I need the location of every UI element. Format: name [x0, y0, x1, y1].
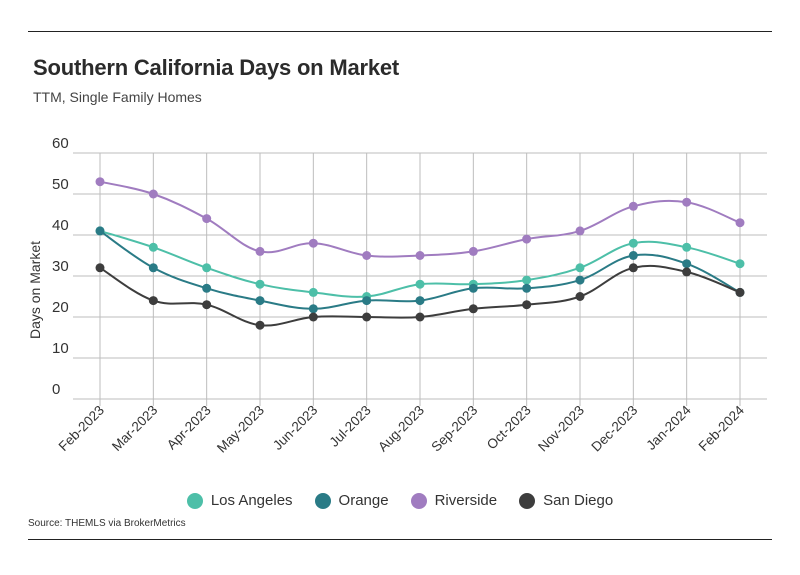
x-tick-label: Feb-2024	[696, 402, 748, 454]
data-point-san-diego	[362, 312, 372, 322]
data-point-san-diego	[522, 300, 532, 310]
x-tick-label: Feb-2023	[56, 403, 107, 454]
data-point-san-diego	[255, 320, 265, 330]
data-point-los-angeles	[308, 287, 318, 297]
data-point-san-diego	[575, 292, 585, 301]
data-point-riverside	[575, 226, 585, 236]
data-point-los-angeles	[628, 238, 638, 248]
y-tick-label: 30	[52, 258, 69, 275]
legend-label: Los Angeles	[210, 492, 293, 509]
source-note: Source: THEMLS via BrokerMetrics	[28, 518, 186, 529]
data-point-san-diego	[468, 304, 478, 314]
data-point-los-angeles	[255, 279, 265, 289]
data-point-riverside	[628, 201, 638, 211]
data-point-riverside	[468, 246, 478, 256]
data-point-los-angeles	[575, 263, 585, 273]
x-tick-label: Dec-2023	[588, 403, 640, 455]
legend-swatch	[186, 492, 203, 509]
y-tick-label: 40	[52, 217, 69, 234]
chart-title: Southern California Days on Market	[33, 55, 400, 80]
data-point-riverside	[148, 189, 158, 199]
x-tick-label: Jan-2024	[643, 402, 694, 453]
legend-label: Orange	[338, 492, 389, 509]
x-tick-label: May-2023	[214, 403, 267, 456]
x-tick-label: Oct-2023	[484, 403, 534, 453]
data-point-orange	[362, 296, 372, 306]
data-point-san-diego	[308, 312, 318, 322]
line-chart: 0 10 20 30 40 50 60 Feb-2023 Mar-2023 Apr-2023 May…	[27, 135, 767, 456]
x-tick-label: Aug-2023	[375, 403, 427, 455]
data-point-riverside	[95, 177, 105, 187]
data-point-san-diego	[735, 287, 745, 297]
data-point-orange	[575, 275, 585, 285]
data-point-orange	[255, 296, 265, 306]
data-point-los-angeles	[682, 242, 692, 252]
data-point-san-diego	[682, 267, 692, 277]
data-point-riverside	[522, 234, 532, 244]
legend-item: Los Angeles	[186, 492, 293, 509]
data-point-san-diego	[415, 312, 425, 322]
data-point-riverside	[415, 251, 425, 260]
data-point-orange	[202, 283, 212, 293]
x-tick-label: Nov-2023	[535, 403, 587, 455]
y-axis-label: Days on Market	[27, 241, 43, 339]
data-point-san-diego	[148, 296, 158, 306]
data-point-riverside	[735, 218, 745, 228]
data-point-riverside	[308, 238, 318, 248]
data-point-riverside	[682, 197, 692, 207]
data-point-orange	[148, 263, 158, 273]
y-tick-label: 60	[52, 135, 69, 152]
data-point-orange	[308, 304, 318, 314]
legend-swatch	[519, 492, 536, 509]
data-point-orange	[682, 259, 692, 269]
data-point-orange	[522, 283, 532, 293]
chart-subtitle: TTM, Single Family Homes	[33, 89, 202, 105]
y-tick-label: 50	[52, 176, 69, 193]
legend-label: Riverside	[434, 492, 498, 509]
data-point-san-diego	[628, 263, 638, 273]
x-tick-label: Apr-2023	[164, 403, 214, 453]
top-rule	[28, 31, 772, 32]
data-point-los-angeles	[522, 275, 532, 285]
data-point-san-diego	[95, 263, 105, 273]
data-point-riverside	[362, 251, 372, 260]
legend-item: Riverside	[410, 492, 498, 509]
y-tick-label: 10	[52, 340, 69, 357]
y-tick-label: 20	[52, 299, 69, 316]
data-point-riverside	[202, 214, 212, 224]
data-point-san-diego	[202, 300, 212, 310]
data-point-los-angeles	[735, 259, 745, 269]
legend-label: San Diego	[543, 492, 614, 509]
legend-item: Orange	[314, 492, 389, 509]
data-point-orange	[628, 251, 638, 260]
data-point-orange	[95, 226, 105, 236]
data-point-orange	[415, 296, 425, 306]
legend-item: San Diego	[519, 492, 613, 509]
chart-legend: Los Angeles Orange Riverside San Diego	[0, 492, 800, 509]
x-tick-label: Jul-2023	[327, 403, 374, 450]
bottom-rule	[28, 539, 772, 540]
legend-swatch	[314, 492, 331, 509]
data-point-los-angeles	[415, 279, 425, 289]
data-point-orange	[468, 283, 478, 293]
y-tick-label: 0	[52, 381, 60, 398]
x-tick-label: Sep-2023	[428, 403, 480, 455]
legend-swatch	[410, 492, 427, 509]
x-tick-label: Jun-2023	[270, 403, 320, 453]
data-point-los-angeles	[202, 263, 212, 273]
x-tick-label: Mar-2023	[109, 403, 160, 454]
data-point-los-angeles	[148, 242, 158, 252]
data-point-riverside	[255, 246, 265, 256]
